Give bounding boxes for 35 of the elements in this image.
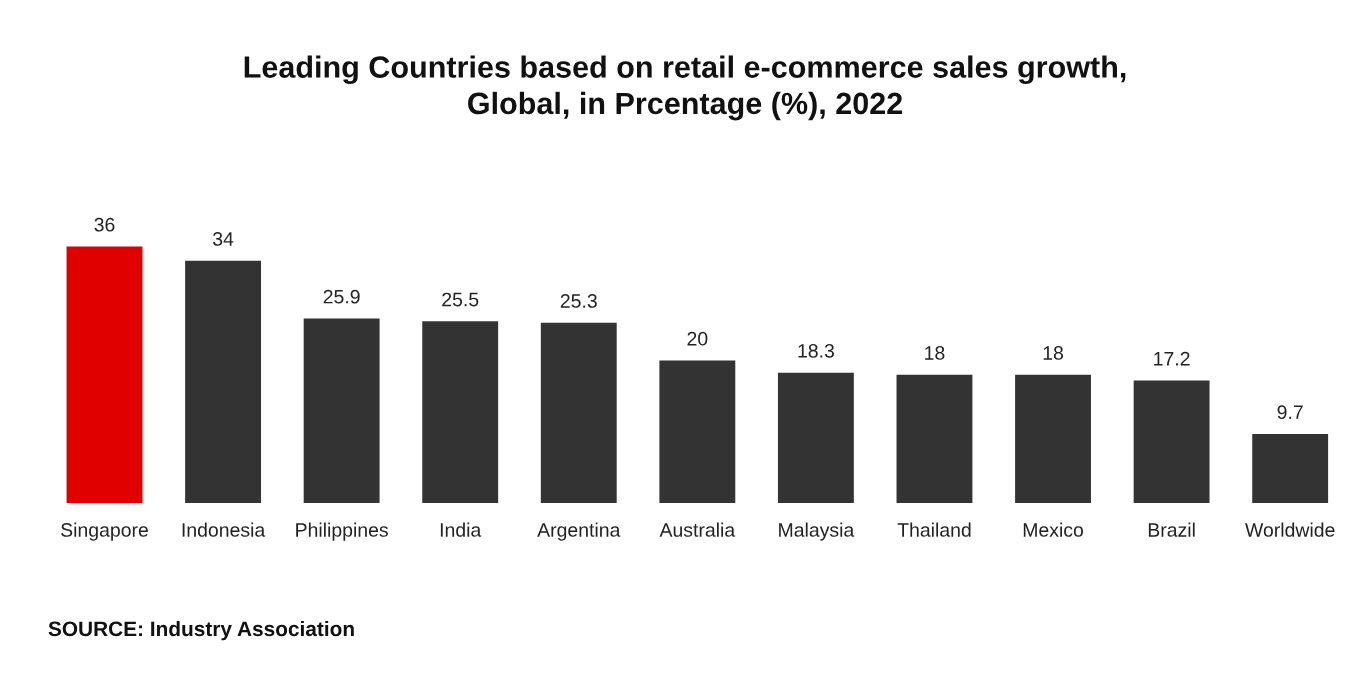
x-tick-label: India bbox=[440, 522, 482, 537]
x-tick-label: Brazil bbox=[1148, 522, 1195, 537]
bar bbox=[66, 246, 143, 504]
data-label: 18 bbox=[1043, 346, 1063, 360]
data-label: 20 bbox=[687, 331, 708, 346]
bar bbox=[1133, 380, 1210, 504]
x-tick-label: Philippines bbox=[296, 522, 388, 541]
bar bbox=[185, 260, 261, 504]
x-tick-label: Australia bbox=[659, 522, 736, 537]
bar bbox=[422, 321, 499, 504]
x-tick-label: Thailand bbox=[897, 522, 971, 537]
bar bbox=[896, 374, 973, 504]
bar bbox=[540, 322, 617, 504]
data-label: 18.3 bbox=[798, 343, 834, 358]
bar bbox=[659, 360, 736, 504]
bar bbox=[1252, 433, 1329, 504]
data-label: 36 bbox=[94, 217, 115, 232]
bar bbox=[303, 318, 380, 504]
source-note: SOURCE: Industry Association bbox=[48, 620, 354, 641]
data-label: 18 bbox=[925, 346, 945, 360]
data-label: 25.5 bbox=[442, 292, 479, 307]
bar bbox=[1015, 374, 1091, 504]
x-tick-label: Argentina bbox=[537, 522, 621, 541]
x-tick-label: Malaysia bbox=[779, 522, 855, 541]
x-tick-label: Worldwide bbox=[1245, 522, 1335, 537]
chart-title: Leading Countries based on retail e-commerce sales growth, Global, in Prcentage (%), 2022 bbox=[244, 55, 1126, 121]
data-label: 17.2 bbox=[1154, 351, 1190, 366]
x-tick-label: Singapore bbox=[61, 522, 148, 541]
data-label: 25.3 bbox=[560, 294, 597, 308]
data-label: 25.9 bbox=[323, 289, 360, 304]
x-tick-label: Mexico bbox=[1023, 522, 1084, 537]
data-label: 34 bbox=[212, 232, 234, 246]
data-label: 9.7 bbox=[1277, 405, 1303, 420]
bar bbox=[777, 372, 854, 504]
x-tick-label: Indonesia bbox=[182, 522, 266, 537]
